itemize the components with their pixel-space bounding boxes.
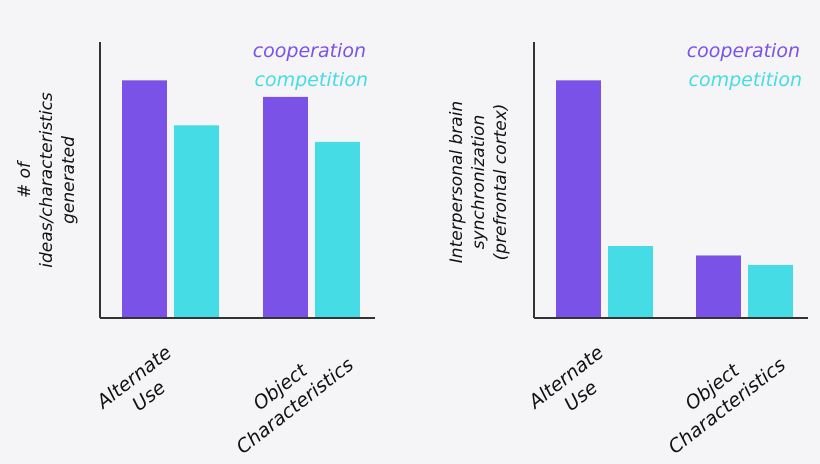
y-axis-label: Interpersonal brain synchronization (pre… (447, 101, 511, 263)
bars-group (556, 80, 793, 317)
y-axis-label-line-3: (prefrontal cortex) (491, 104, 511, 261)
y-axis-label-line-1: Interpersonal brain (447, 101, 467, 263)
bar-cooperation-object-characteristics (263, 96, 308, 318)
bar-competition-object-characteristics (315, 141, 360, 317)
bar-competition-object-characteristics (748, 264, 793, 317)
legend-cooperation: cooperation (687, 40, 800, 62)
bar-cooperation-alternate-use (556, 80, 601, 317)
y-axis-label-line-1: # of (15, 159, 35, 198)
x-tick-label-alternate-use: Alternate Use (91, 341, 176, 415)
bar-competition-alternate-use (174, 125, 219, 317)
bars-group (122, 80, 360, 318)
bar-competition-alternate-use (608, 246, 653, 317)
chart-brain-synchronization: cooperation competition Interpersonal br… (447, 40, 808, 459)
y-axis-label-line-2: synchronization (469, 115, 489, 250)
bar-cooperation-alternate-use (122, 80, 167, 317)
legend-competition: competition (689, 69, 802, 91)
x-tick-label-alternate-use: Alternate Use (523, 341, 608, 415)
x-tick-label-object-characteristics: Object Characteristics (664, 354, 790, 459)
legend-competition: competition (255, 69, 368, 91)
y-axis-label-line-2: ideas/characteristics (37, 92, 57, 268)
x-tick-label-object-characteristics: Object Characteristics (232, 354, 358, 459)
bar-cooperation-object-characteristics (696, 255, 741, 317)
legend-cooperation: cooperation (253, 40, 366, 62)
chart-ideas-generated: cooperation competition # of ideas/chara… (15, 40, 375, 459)
y-axis-label-line-3: generated (59, 136, 79, 224)
y-axis-label: # of ideas/characteristics generated (15, 92, 79, 268)
